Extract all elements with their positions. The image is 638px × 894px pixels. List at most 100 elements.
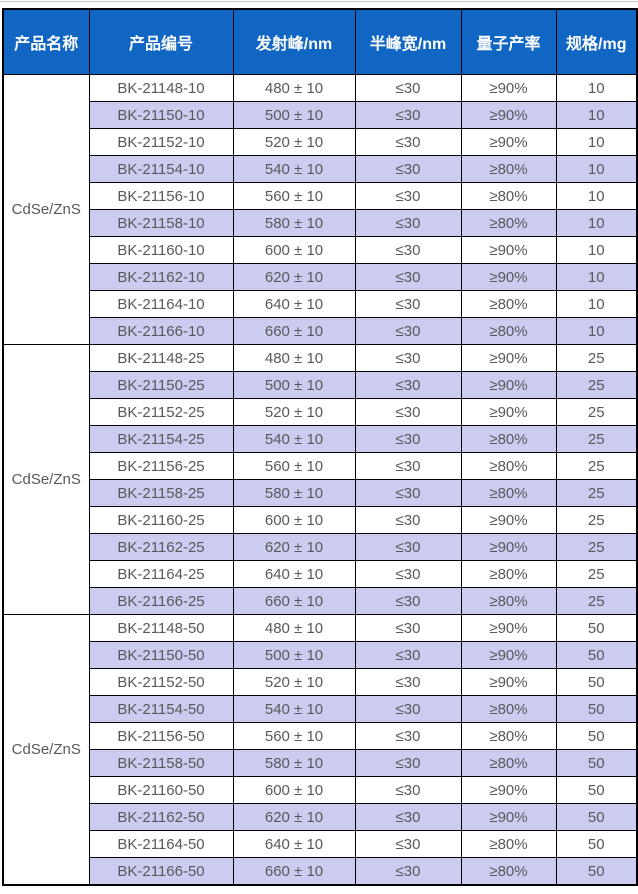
col-header-quantum-yield: 量子产率 — [460, 8, 557, 75]
product-code-cell: BK-21154-10 — [88, 155, 234, 183]
spec-cell: 25 — [555, 452, 638, 480]
fwhm-cell: ≤30 — [354, 317, 462, 345]
product-code-cell: BK-21164-10 — [88, 290, 234, 318]
fwhm-cell: ≤30 — [354, 641, 462, 669]
emission-peak-cell: 620 ± 10 — [232, 263, 356, 291]
spec-cell: 50 — [555, 830, 638, 858]
emission-peak-cell: 580 ± 10 — [232, 209, 356, 237]
quantum-yield-cell: ≥80% — [460, 749, 557, 777]
table-row: BK-21156-50 560 ± 10 ≤30 ≥80% 50 — [3, 722, 638, 750]
spec-cell: 50 — [555, 641, 638, 669]
table-row: BK-21160-50 600 ± 10 ≤30 ≥90% 50 — [3, 776, 638, 804]
quantum-yield-cell: ≥80% — [460, 155, 557, 183]
emission-peak-cell: 660 ± 10 — [232, 317, 356, 345]
table-row: BK-21152-50 520 ± 10 ≤30 ≥90% 50 — [3, 668, 638, 696]
product-spec-table: 产品名称 产品编号 发射峰/nm 半峰宽/nm 量子产率 规格/mg CdSe/… — [2, 8, 638, 886]
product-code-cell: BK-21148-10 — [88, 74, 234, 102]
fwhm-cell: ≤30 — [354, 587, 462, 615]
fwhm-cell: ≤30 — [354, 263, 462, 291]
fwhm-cell: ≤30 — [354, 155, 462, 183]
quantum-yield-cell: ≥80% — [460, 560, 557, 588]
spec-cell: 25 — [555, 560, 638, 588]
table-row: BK-21162-10 620 ± 10 ≤30 ≥90% 10 — [3, 263, 638, 291]
spec-cell: 25 — [555, 344, 638, 372]
product-code-cell: BK-21162-25 — [88, 533, 234, 561]
spec-cell: 50 — [555, 614, 638, 642]
emission-peak-cell: 540 ± 10 — [232, 695, 356, 723]
product-code-cell: BK-21164-25 — [88, 560, 234, 588]
top-divider — [0, 1, 638, 2]
emission-peak-cell: 540 ± 10 — [232, 425, 356, 453]
spec-cell: 10 — [555, 101, 638, 129]
quantum-yield-cell: ≥80% — [460, 317, 557, 345]
emission-peak-cell: 480 ± 10 — [232, 614, 356, 642]
table-row: BK-21162-50 620 ± 10 ≤30 ≥90% 50 — [3, 803, 638, 831]
quantum-yield-cell: ≥90% — [460, 128, 557, 156]
product-code-cell: BK-21150-50 — [88, 641, 234, 669]
emission-peak-cell: 520 ± 10 — [232, 668, 356, 696]
fwhm-cell: ≤30 — [354, 857, 462, 886]
spec-cell: 25 — [555, 425, 638, 453]
product-code-cell: BK-21160-50 — [88, 776, 234, 804]
spec-cell: 50 — [555, 722, 638, 750]
quantum-yield-cell: ≥90% — [460, 533, 557, 561]
emission-peak-cell: 620 ± 10 — [232, 803, 356, 831]
table-row: BK-21160-10 600 ± 10 ≤30 ≥90% 10 — [3, 236, 638, 264]
header-row: 产品名称 产品编号 发射峰/nm 半峰宽/nm 量子产率 规格/mg — [2, 8, 638, 75]
product-code-cell: BK-21150-25 — [88, 371, 234, 399]
table-row: BK-21152-10 520 ± 10 ≤30 ≥90% 10 — [3, 128, 638, 156]
fwhm-cell: ≤30 — [354, 74, 462, 102]
table-row: BK-21164-50 640 ± 10 ≤30 ≥80% 50 — [3, 830, 638, 858]
table-row: BK-21158-50 580 ± 10 ≤30 ≥80% 50 — [3, 749, 638, 777]
table-row: BK-21154-50 540 ± 10 ≤30 ≥80% 50 — [3, 695, 638, 723]
fwhm-cell: ≤30 — [354, 290, 462, 318]
spec-cell: 10 — [555, 263, 638, 291]
quantum-yield-cell: ≥90% — [460, 398, 557, 426]
product-name-cell: CdSe/ZnS — [2, 614, 90, 886]
product-code-cell: BK-21158-10 — [88, 209, 234, 237]
quantum-yield-cell: ≥90% — [460, 614, 557, 642]
spec-cell: 10 — [555, 290, 638, 318]
emission-peak-cell: 640 ± 10 — [232, 290, 356, 318]
emission-peak-cell: 600 ± 10 — [232, 236, 356, 264]
spec-cell: 10 — [555, 317, 638, 345]
table-row: BK-21154-10 540 ± 10 ≤30 ≥80% 10 — [3, 155, 638, 183]
quantum-yield-cell: ≥90% — [460, 776, 557, 804]
table-row: BK-21152-25 520 ± 10 ≤30 ≥90% 25 — [3, 398, 638, 426]
emission-peak-cell: 580 ± 10 — [232, 749, 356, 777]
fwhm-cell: ≤30 — [354, 398, 462, 426]
product-code-cell: BK-21148-50 — [88, 614, 234, 642]
emission-peak-cell: 560 ± 10 — [232, 722, 356, 750]
quantum-yield-cell: ≥80% — [460, 452, 557, 480]
fwhm-cell: ≤30 — [354, 695, 462, 723]
table-row: BK-21150-25 500 ± 10 ≤30 ≥90% 25 — [3, 371, 638, 399]
product-code-cell: BK-21166-50 — [88, 857, 234, 886]
product-code-cell: BK-21150-10 — [88, 101, 234, 129]
fwhm-cell: ≤30 — [354, 560, 462, 588]
spec-cell: 10 — [555, 155, 638, 183]
table-row: BK-21164-25 640 ± 10 ≤30 ≥80% 25 — [3, 560, 638, 588]
fwhm-cell: ≤30 — [354, 722, 462, 750]
emission-peak-cell: 560 ± 10 — [232, 452, 356, 480]
spec-cell: 25 — [555, 506, 638, 534]
product-code-cell: BK-21166-10 — [88, 317, 234, 345]
quantum-yield-cell: ≥90% — [460, 641, 557, 669]
table-row: BK-21154-25 540 ± 10 ≤30 ≥80% 25 — [3, 425, 638, 453]
emission-peak-cell: 620 ± 10 — [232, 533, 356, 561]
fwhm-cell: ≤30 — [354, 668, 462, 696]
table-row: BK-21166-10 660 ± 10 ≤30 ≥80% 10 — [3, 317, 638, 345]
table-row: BK-21156-25 560 ± 10 ≤30 ≥80% 25 — [3, 452, 638, 480]
spec-cell: 25 — [555, 533, 638, 561]
emission-peak-cell: 640 ± 10 — [232, 830, 356, 858]
spec-cell: 25 — [555, 479, 638, 507]
col-header-emission-peak: 发射峰/nm — [232, 8, 356, 75]
fwhm-cell: ≤30 — [354, 371, 462, 399]
product-code-cell: BK-21158-50 — [88, 749, 234, 777]
quantum-yield-cell: ≥90% — [460, 803, 557, 831]
table-row: BK-21166-50 660 ± 10 ≤30 ≥80% 50 — [3, 857, 638, 886]
product-code-cell: BK-21156-25 — [88, 452, 234, 480]
fwhm-cell: ≤30 — [354, 776, 462, 804]
fwhm-cell: ≤30 — [354, 506, 462, 534]
table-body: CdSe/ZnS BK-21148-10 480 ± 10 ≤30 ≥90% 10 BK-2… — [2, 74, 638, 886]
